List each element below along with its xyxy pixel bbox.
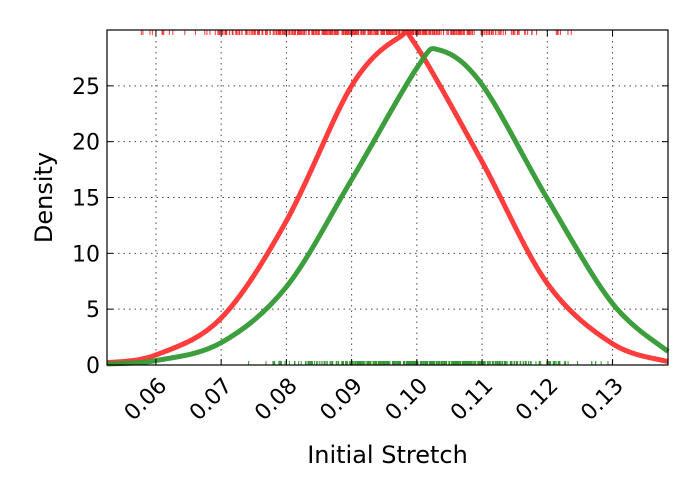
rug-group [140, 30, 572, 35]
y-axis-ticks: 0 5 10 15 20 25 [72, 75, 668, 379]
rug-group [248, 361, 613, 365]
x-axis-label: Initial Stretch [307, 441, 468, 469]
density-curve [106, 46, 670, 367]
density-curves [106, 29, 670, 367]
rug-marks [140, 30, 613, 365]
y-tick-label: 5 [86, 298, 100, 323]
y-tick-label: 15 [72, 187, 100, 212]
y-tick-label: 20 [72, 131, 100, 156]
y-tick-label: 0 [86, 354, 100, 379]
density-curve [106, 29, 669, 366]
y-tick-label: 25 [72, 75, 100, 100]
y-axis-label: Density [30, 152, 58, 243]
y-tick-label: 10 [72, 242, 100, 267]
